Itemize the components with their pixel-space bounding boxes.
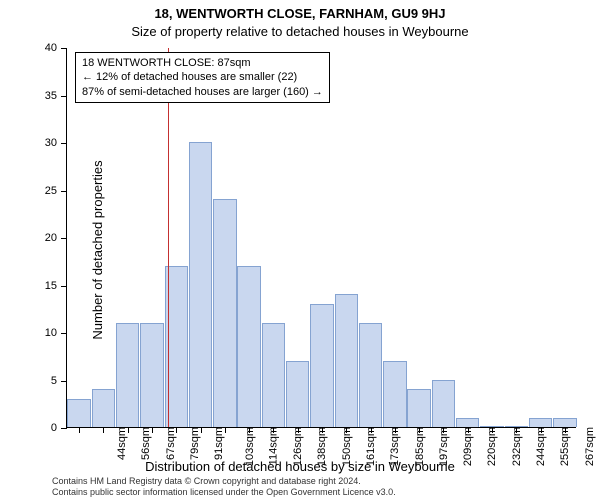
- histogram-bar: [310, 304, 333, 428]
- x-tick: [298, 427, 299, 433]
- x-tick: [346, 427, 347, 433]
- x-tick: [201, 427, 202, 433]
- info-box: 18 WENTWORTH CLOSE: 87sqm← 12% of detach…: [75, 52, 330, 103]
- histogram-bar: [529, 418, 552, 428]
- x-tick-label: 79sqm: [183, 427, 201, 460]
- histogram-bar: [553, 418, 576, 428]
- chart-sub-title: Size of property relative to detached ho…: [0, 24, 600, 39]
- histogram-bar: [335, 294, 358, 427]
- histogram-bar: [237, 266, 260, 428]
- histogram-bar: [432, 380, 455, 428]
- x-tick: [128, 427, 129, 433]
- histogram-bar: [92, 389, 115, 427]
- attribution-line-2: Contains public sector information licen…: [52, 487, 396, 498]
- chart-main-title: 18, WENTWORTH CLOSE, FARNHAM, GU9 9HJ: [0, 6, 600, 21]
- histogram-bar: [383, 361, 406, 428]
- info-box-line: 87% of semi-detached houses are larger (…: [82, 85, 323, 99]
- histogram-bar: [456, 418, 479, 428]
- x-axis-title: Distribution of detached houses by size …: [0, 459, 600, 474]
- x-tick: [492, 427, 493, 433]
- x-tick-label: 67sqm: [159, 427, 177, 460]
- x-tick: [249, 427, 250, 433]
- x-tick: [541, 427, 542, 433]
- attribution-line-1: Contains HM Land Registry data © Crown c…: [52, 476, 396, 487]
- y-tick-label: 15: [45, 280, 67, 292]
- y-tick-label: 40: [45, 42, 67, 54]
- chart-container: 18, WENTWORTH CLOSE, FARNHAM, GU9 9HJ Si…: [0, 0, 600, 500]
- x-tick: [79, 427, 80, 433]
- histogram-bar: [116, 323, 139, 428]
- y-tick-label: 0: [51, 422, 67, 434]
- x-tick: [419, 427, 420, 433]
- x-tick: [152, 427, 153, 433]
- histogram-bar: [359, 323, 382, 428]
- x-tick: [443, 427, 444, 433]
- histogram-bar: [67, 399, 90, 428]
- attribution: Contains HM Land Registry data © Crown c…: [52, 476, 396, 499]
- info-box-line: 18 WENTWORTH CLOSE: 87sqm: [82, 56, 323, 70]
- info-box-line: ← 12% of detached houses are smaller (22…: [82, 70, 323, 84]
- y-tick-label: 30: [45, 137, 67, 149]
- y-tick-label: 35: [45, 90, 67, 102]
- x-tick-label: 91sqm: [207, 427, 225, 460]
- x-tick: [395, 427, 396, 433]
- x-tick: [176, 427, 177, 433]
- plot-area: 051015202530354044sqm56sqm67sqm79sqm91sq…: [66, 48, 576, 428]
- histogram-bar: [213, 199, 236, 427]
- x-tick: [565, 427, 566, 433]
- histogram-bar: [407, 389, 430, 427]
- x-tick: [371, 427, 372, 433]
- x-tick: [322, 427, 323, 433]
- histogram-bar: [286, 361, 309, 428]
- x-tick-label: 56sqm: [134, 427, 152, 460]
- histogram-bar: [189, 142, 212, 427]
- y-tick-label: 5: [51, 375, 67, 387]
- x-tick: [273, 427, 274, 433]
- x-tick: [103, 427, 104, 433]
- histogram-bar: [262, 323, 285, 428]
- histogram-bar: [140, 323, 163, 428]
- y-tick-label: 10: [45, 327, 67, 339]
- x-tick-label: 44sqm: [110, 427, 128, 460]
- x-tick: [516, 427, 517, 433]
- plot-inner: 051015202530354044sqm56sqm67sqm79sqm91sq…: [66, 48, 576, 428]
- x-tick: [225, 427, 226, 433]
- x-tick: [468, 427, 469, 433]
- property-marker-line: [168, 48, 170, 427]
- y-tick-label: 20: [45, 232, 67, 244]
- y-tick-label: 25: [45, 185, 67, 197]
